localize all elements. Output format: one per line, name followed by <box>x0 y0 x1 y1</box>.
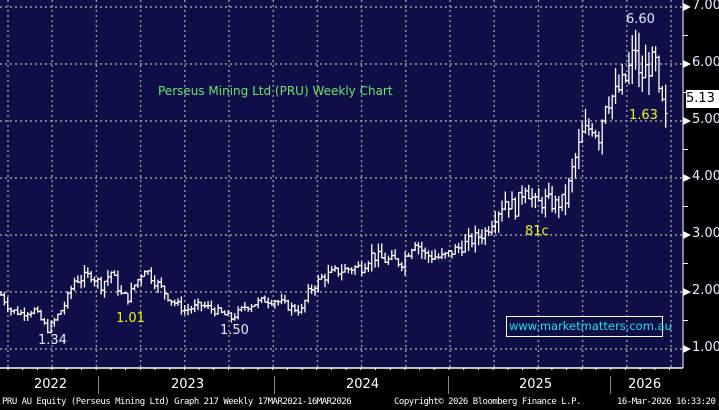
y-tick-label: 3.00 <box>692 226 719 241</box>
y-axis-tick-arrow <box>683 117 691 125</box>
y-axis-tick-arrow <box>683 345 691 353</box>
plot-background <box>0 0 683 368</box>
annotation-high: 6.60 <box>626 12 655 27</box>
y-axis-tick-arrow <box>683 288 691 296</box>
y-axis-tick-arrow <box>683 231 691 239</box>
chart-title: Perseus Mining Ltd (PRU) Weekly Chart <box>158 84 393 98</box>
y-tick-label: 1.00 <box>692 340 719 355</box>
price-chart <box>0 0 691 370</box>
x-label-2023: 2023 <box>171 377 205 392</box>
annotation-low-2023: 1.50 <box>220 323 249 338</box>
year-divider <box>274 376 275 394</box>
annotation-rally-2022: 1.01 <box>116 311 145 326</box>
y-tick-label: 5.00 <box>692 112 719 127</box>
annotation-pullback: 81c <box>525 224 549 239</box>
last-price-value: 5.13 <box>686 91 715 106</box>
y-tick-label: 7.00 <box>692 0 719 13</box>
watermark-text: www.marketmatters.com.au <box>509 319 672 333</box>
y-axis-tick-arrow <box>683 174 691 182</box>
annotation-drop: 1.63 <box>629 108 658 123</box>
year-divider <box>448 376 449 394</box>
x-label-2026: 2026 <box>628 377 662 392</box>
footer-timestamp: 16-Mar-2026 16:33:20 <box>617 397 716 407</box>
footer-copyright: Copyright© 2026 Bloomberg Finance L.P. <box>394 397 581 407</box>
y-tick-label: 2.00 <box>692 283 719 298</box>
year-divider <box>98 376 99 394</box>
x-label-2025: 2025 <box>519 377 553 392</box>
watermark-box: www.marketmatters.com.au <box>506 316 672 337</box>
footer-security: PRU AU Equity (Perseus Mining Ltd) Graph… <box>2 397 352 407</box>
annotation-low-2022: 1.34 <box>38 333 67 348</box>
y-axis-tick-arrow <box>683 3 691 11</box>
price-bar <box>663 84 668 128</box>
year-divider <box>610 376 611 394</box>
y-axis-tick-arrow <box>683 60 691 68</box>
last-price-tag: 5.13 <box>686 90 719 108</box>
x-label-2024: 2024 <box>346 377 380 392</box>
y-tick-label: 6.00 <box>692 55 719 70</box>
y-tick-label: 4.00 <box>692 169 719 184</box>
x-label-2022: 2022 <box>34 377 68 392</box>
